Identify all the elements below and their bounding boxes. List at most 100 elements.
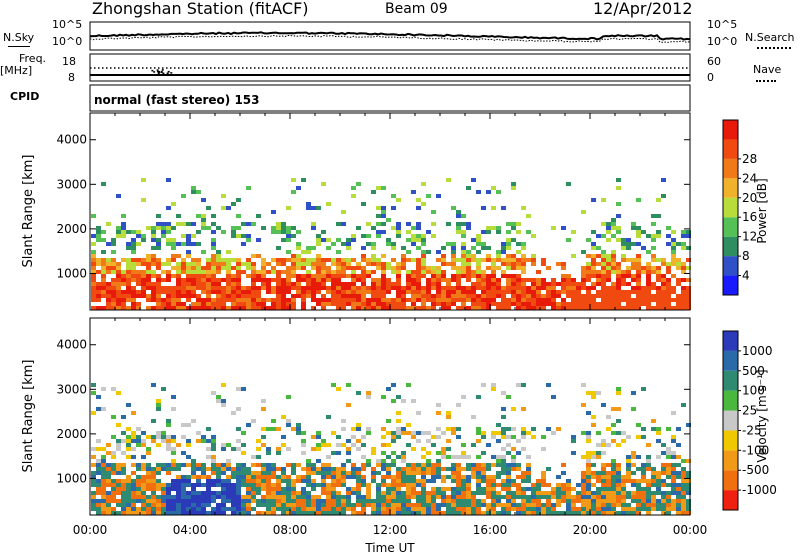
heatmap-cell bbox=[121, 282, 126, 286]
heatmap-cell bbox=[136, 278, 141, 282]
heatmap-cell bbox=[296, 286, 301, 290]
heatmap-cell bbox=[596, 503, 601, 507]
heatmap-cell bbox=[411, 431, 416, 435]
heatmap-cell bbox=[306, 479, 311, 483]
heatmap-cell bbox=[111, 270, 116, 274]
heatmap-cell bbox=[426, 439, 431, 443]
heatmap-cell bbox=[156, 266, 161, 270]
heatmap-cell bbox=[301, 250, 306, 254]
heatmap-cell bbox=[446, 294, 451, 298]
heatmap-cell bbox=[91, 306, 96, 310]
heatmap-cell bbox=[306, 459, 311, 463]
heatmap-cell bbox=[396, 471, 401, 475]
heatmap-cell bbox=[141, 294, 146, 298]
heatmap-cell bbox=[286, 306, 291, 310]
heatmap-cell bbox=[306, 202, 311, 206]
heatmap-cell bbox=[401, 431, 406, 435]
heatmap-cell bbox=[441, 298, 446, 302]
heatmap-cell bbox=[186, 463, 191, 467]
heatmap-cell bbox=[396, 511, 401, 515]
heatmap-cell bbox=[181, 479, 186, 483]
heatmap-cell bbox=[561, 491, 566, 495]
heatmap-cell bbox=[526, 278, 531, 282]
heatmap-cell bbox=[541, 491, 546, 495]
heatmap-cell bbox=[391, 495, 396, 499]
heatmap-cell bbox=[186, 238, 191, 242]
heatmap-cell bbox=[566, 290, 571, 294]
heatmap-cell bbox=[376, 495, 381, 499]
heatmap-cell bbox=[491, 302, 496, 306]
heatmap-cell bbox=[141, 443, 146, 447]
heatmap-cell bbox=[411, 274, 416, 278]
heatmap-cell bbox=[236, 479, 241, 483]
heatmap-cell bbox=[336, 306, 341, 310]
heatmap-cell bbox=[486, 190, 491, 194]
heatmap-cell bbox=[411, 503, 416, 507]
heatmap-cell bbox=[421, 298, 426, 302]
heatmap-cell bbox=[476, 503, 481, 507]
heatmap-cell bbox=[676, 499, 681, 503]
heatmap-cell bbox=[426, 278, 431, 282]
heatmap-cell bbox=[361, 483, 366, 487]
heatmap-cell bbox=[111, 262, 116, 266]
heatmap-cell bbox=[541, 306, 546, 310]
heatmap-cell bbox=[391, 282, 396, 286]
heatmap-cell bbox=[246, 258, 251, 262]
heatmap-cell bbox=[326, 202, 331, 206]
heatmap-cell bbox=[256, 290, 261, 294]
heatmap-cell bbox=[461, 222, 466, 226]
heatmap-cell bbox=[111, 294, 116, 298]
heatmap-cell bbox=[481, 475, 486, 479]
heatmap-cell bbox=[351, 282, 356, 286]
heatmap-cell bbox=[261, 278, 266, 282]
heatmap-cell bbox=[111, 507, 116, 511]
heatmap-cell bbox=[306, 483, 311, 487]
heatmap-cell bbox=[116, 230, 121, 234]
heatmap-cell bbox=[456, 463, 461, 467]
heatmap-cell bbox=[591, 306, 596, 310]
x-axis-label: Time UT bbox=[364, 541, 415, 554]
heatmap-cell bbox=[306, 270, 311, 274]
heatmap-cell bbox=[211, 278, 216, 282]
heatmap-cell bbox=[611, 483, 616, 487]
heatmap-cell bbox=[146, 479, 151, 483]
heatmap-cell bbox=[511, 298, 516, 302]
heatmap-cell bbox=[586, 391, 591, 395]
heatmap-cell bbox=[401, 290, 406, 294]
heatmap-cell bbox=[456, 266, 461, 270]
freq-speck-mark bbox=[151, 69, 154, 72]
heatmap-cell bbox=[366, 491, 371, 495]
heatmap-cell bbox=[111, 266, 116, 270]
heatmap-cell bbox=[356, 182, 361, 186]
heatmap-cell bbox=[296, 431, 301, 435]
heatmap-cell bbox=[381, 290, 386, 294]
heatmap-cell bbox=[461, 507, 466, 511]
heatmap-cell bbox=[206, 302, 211, 306]
heatmap-cell bbox=[656, 431, 661, 435]
heatmap-cell bbox=[351, 194, 356, 198]
heatmap-cell bbox=[656, 274, 661, 278]
heatmap-cell bbox=[131, 479, 136, 483]
heatmap-cell bbox=[166, 487, 171, 491]
heatmap-cell bbox=[246, 294, 251, 298]
heatmap-cell bbox=[546, 499, 551, 503]
heatmap-cell bbox=[161, 230, 166, 234]
noise-tick-right-top: 10^5 bbox=[707, 18, 738, 31]
heatmap-cell bbox=[646, 270, 651, 274]
heatmap-cell bbox=[211, 391, 216, 395]
heatmap-cell bbox=[646, 507, 651, 511]
heatmap-cell bbox=[676, 455, 681, 459]
heatmap-cell bbox=[306, 258, 311, 262]
heatmap-cell bbox=[371, 270, 376, 274]
heatmap-cell bbox=[281, 226, 286, 230]
heatmap-cell bbox=[266, 463, 271, 467]
heatmap-cell bbox=[686, 511, 691, 515]
heatmap-cell bbox=[631, 226, 636, 230]
heatmap-cell bbox=[496, 495, 501, 499]
heatmap-cell bbox=[581, 250, 586, 254]
heatmap-cell bbox=[286, 298, 291, 302]
heatmap-cell bbox=[601, 403, 606, 407]
heatmap-cell bbox=[141, 178, 146, 182]
heatmap-cell bbox=[116, 274, 121, 278]
heatmap-cell bbox=[611, 507, 616, 511]
